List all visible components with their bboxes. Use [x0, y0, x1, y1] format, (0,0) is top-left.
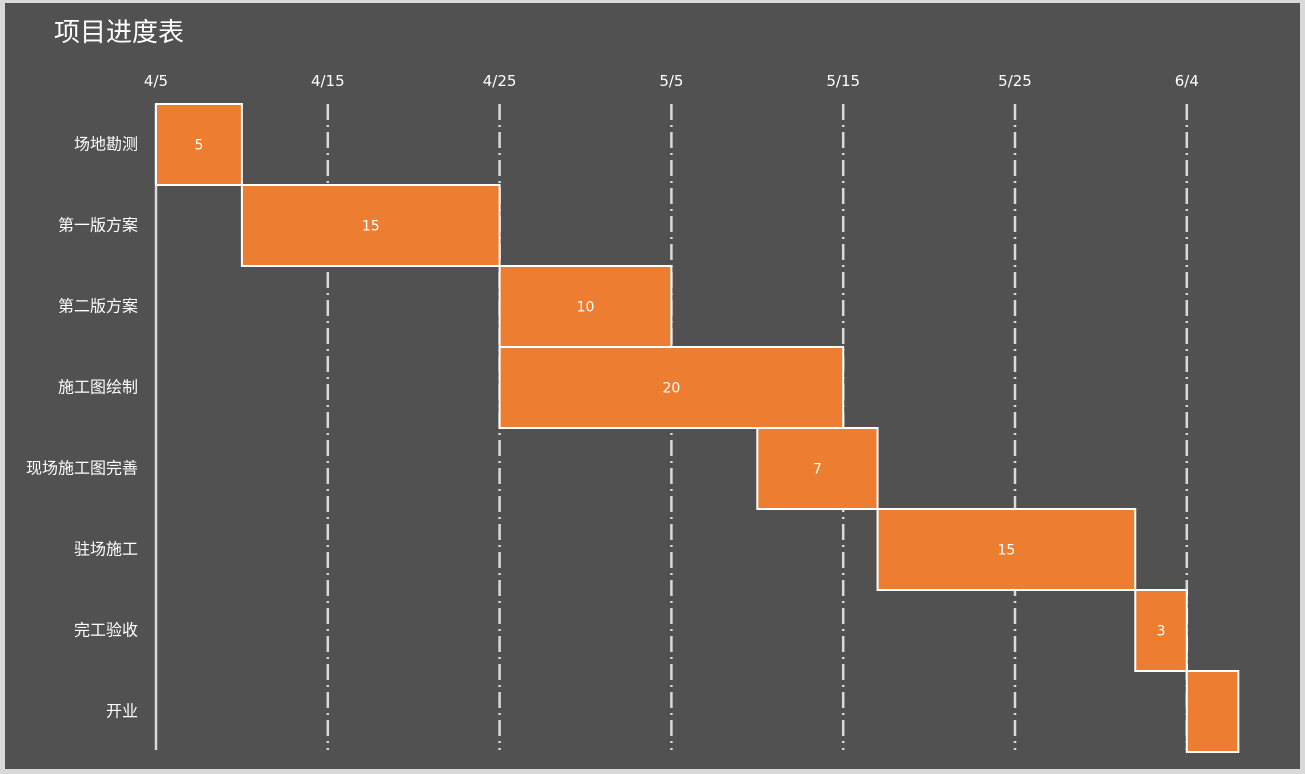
- category-label: 现场施工图完善: [26, 459, 138, 478]
- x-tick-label: 4/25: [483, 72, 517, 90]
- bar-data-label: 20: [662, 381, 680, 397]
- category-label: 驻场施工: [74, 540, 138, 559]
- gantt-bar: [1134, 589, 1188, 672]
- gantt-bar: [240, 184, 501, 267]
- gantt-bar: [756, 427, 879, 510]
- gantt-bar: [498, 346, 845, 429]
- bar-data-label: 7: [813, 462, 822, 478]
- gantt-bar: [1185, 670, 1240, 753]
- category-label: 第二版方案: [58, 297, 138, 316]
- x-tick-label: 5/25: [998, 72, 1032, 90]
- x-tick-label: 4/5: [144, 72, 168, 90]
- category-label: 场地勘测: [74, 135, 138, 154]
- bar-data-label: 5: [194, 138, 203, 154]
- category-label: 完工验收: [74, 621, 138, 640]
- bar-data-label: 15: [362, 219, 380, 235]
- x-tick-label: 6/4: [1175, 72, 1199, 90]
- chart-title: 项目进度表: [54, 18, 184, 48]
- x-tick-label: 4/15: [311, 72, 345, 90]
- x-tick-label: 5/15: [826, 72, 860, 90]
- bar-data-label: 15: [997, 543, 1015, 559]
- category-label: 第一版方案: [58, 216, 138, 235]
- bar-data-label: 3: [1157, 624, 1166, 640]
- gantt-bar: [498, 265, 673, 348]
- category-label: 施工图绘制: [58, 378, 138, 397]
- x-tick-label: 5/5: [659, 72, 683, 90]
- gantt-bar: [155, 103, 243, 186]
- bar-data-label: 10: [577, 300, 595, 316]
- gantt-bar: [876, 508, 1137, 591]
- bar-layer: 5 15 10 20 7 15 3: [155, 103, 1240, 753]
- tick-label-layer: 4/5 4/15 4/25 5/5 5/15 5/25 6/4: [144, 72, 1199, 90]
- category-label: 开业: [106, 702, 138, 721]
